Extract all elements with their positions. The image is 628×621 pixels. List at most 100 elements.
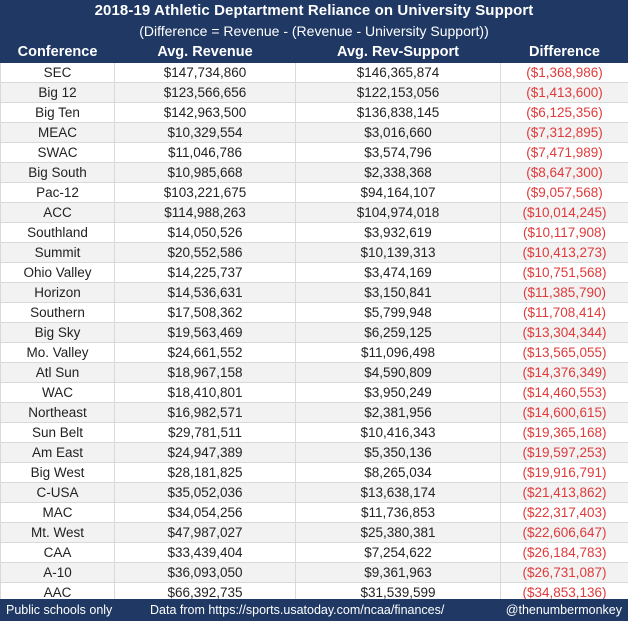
table-row: SEC $147,734,860 $146,365,874 ($1,368,986) [0,62,628,83]
cell-difference: ($22,606,647) [500,522,628,543]
cell-avg-rev-support: $136,838,145 [295,102,501,123]
table-row: Big 12 $123,566,656 $122,153,056 ($1,413,60… [0,82,628,103]
cell-conference: WAC [0,382,115,403]
cell-difference: ($10,413,273) [500,242,628,263]
table-title: 2018-19 Athletic Deptartment Reliance on… [0,0,628,21]
cell-avg-revenue: $24,947,389 [114,442,296,463]
cell-avg-rev-support: $8,265,034 [295,462,501,483]
cell-avg-revenue: $24,661,552 [114,342,296,363]
table-row: Southern $17,508,362 $5,799,948 ($11,708,41… [0,302,628,323]
cell-conference: Mt. West [0,522,115,543]
cell-avg-rev-support: $3,950,249 [295,382,501,403]
cell-avg-rev-support: $6,259,125 [295,322,501,343]
cell-avg-revenue: $33,439,404 [114,542,296,563]
cell-difference: ($11,385,790) [500,282,628,303]
cell-avg-rev-support: $3,474,169 [295,262,501,283]
cell-conference: Big Ten [0,102,115,123]
table-row: Northeast $16,982,571 $2,381,956 ($14,600,6… [0,402,628,423]
cell-avg-revenue: $28,181,825 [114,462,296,483]
cell-avg-rev-support: $4,590,809 [295,362,501,383]
table-row: Am East $24,947,389 $5,350,136 ($19,597,253… [0,442,628,463]
cell-avg-revenue: $18,967,158 [114,362,296,383]
table-row: Ohio Valley $14,225,737 $3,474,169 ($10,751… [0,262,628,283]
table-body: SEC $147,734,860 $146,365,874 ($1,368,986) B… [0,62,628,603]
cell-avg-revenue: $114,988,263 [114,202,296,223]
cell-avg-revenue: $14,225,737 [114,262,296,283]
cell-avg-rev-support: $2,381,956 [295,402,501,423]
cell-difference: ($6,125,356) [500,102,628,123]
cell-conference: MAC [0,502,115,523]
cell-avg-revenue: $10,329,554 [114,122,296,143]
table-row: Big Sky $19,563,469 $6,259,125 ($13,304,344… [0,322,628,343]
column-header-avg-revenue: Avg. Revenue [114,41,296,63]
cell-difference: ($19,597,253) [500,442,628,463]
cell-conference: Sun Belt [0,422,115,443]
cell-avg-revenue: $19,563,469 [114,322,296,343]
cell-avg-rev-support: $11,736,853 [295,502,501,523]
table-row: Sun Belt $29,781,511 $10,416,343 ($19,365,1… [0,422,628,443]
cell-conference: Am East [0,442,115,463]
cell-difference: ($11,708,414) [500,302,628,323]
cell-difference: ($14,460,553) [500,382,628,403]
cell-avg-revenue: $11,046,786 [114,142,296,163]
cell-avg-rev-support: $5,799,948 [295,302,501,323]
table-row: Atl Sun $18,967,158 $4,590,809 ($14,376,349… [0,362,628,383]
table-row: Mt. West $47,987,027 $25,380,381 ($22,606,6… [0,522,628,543]
footer-source: Data from https://sports.usatoday.com/nc… [150,603,445,617]
cell-conference: Southern [0,302,115,323]
cell-avg-rev-support: $25,380,381 [295,522,501,543]
cell-avg-revenue: $18,410,801 [114,382,296,403]
cell-avg-rev-support: $3,574,796 [295,142,501,163]
cell-avg-rev-support: $3,150,841 [295,282,501,303]
cell-conference: Southland [0,222,115,243]
table-row: Mo. Valley $24,661,552 $11,096,498 ($13,565… [0,342,628,363]
cell-difference: ($7,312,895) [500,122,628,143]
table-subtitle: (Difference = Revenue - (Revenue - Unive… [0,21,628,41]
table-row: Pac-12 $103,221,675 $94,164,107 ($9,057,568… [0,182,628,203]
cell-difference: ($10,014,245) [500,202,628,223]
footer-bar: Public schools only Data from https://sp… [0,599,628,621]
cell-avg-revenue: $14,536,631 [114,282,296,303]
table-row: Horizon $14,536,631 $3,150,841 ($11,385,790… [0,282,628,303]
cell-conference: SWAC [0,142,115,163]
cell-avg-revenue: $36,093,050 [114,562,296,583]
cell-conference: Big South [0,162,115,183]
table-row: SWAC $11,046,786 $3,574,796 ($7,471,989) [0,142,628,163]
cell-avg-revenue: $47,987,027 [114,522,296,543]
cell-difference: ($13,304,344) [500,322,628,343]
cell-avg-rev-support: $31,539,599 [295,582,501,603]
cell-conference: SEC [0,62,115,83]
cell-difference: ($13,565,055) [500,342,628,363]
table-row: C-USA $35,052,036 $13,638,174 ($21,413,862) [0,482,628,503]
footer-note: Public schools only [6,603,113,617]
table-row: Big South $10,985,668 $2,338,368 ($8,647,30… [0,162,628,183]
cell-conference: Mo. Valley [0,342,115,363]
cell-avg-revenue: $14,050,526 [114,222,296,243]
cell-difference: ($14,376,349) [500,362,628,383]
cell-conference: Ohio Valley [0,262,115,283]
cell-conference: Big West [0,462,115,483]
cell-avg-rev-support: $5,350,136 [295,442,501,463]
cell-avg-revenue: $10,985,668 [114,162,296,183]
cell-avg-revenue: $20,552,586 [114,242,296,263]
cell-avg-rev-support: $10,139,313 [295,242,501,263]
table-row: WAC $18,410,801 $3,950,249 ($14,460,553) [0,382,628,403]
cell-conference: Northeast [0,402,115,423]
cell-avg-revenue: $35,052,036 [114,482,296,503]
cell-avg-rev-support: $9,361,963 [295,562,501,583]
cell-difference: ($10,751,568) [500,262,628,283]
cell-conference: Summit [0,242,115,263]
cell-avg-revenue: $147,734,860 [114,62,296,83]
footer-handle: @thenumbermonkey [505,603,622,617]
cell-conference: Big 12 [0,82,115,103]
cell-avg-revenue: $103,221,675 [114,182,296,203]
cell-avg-rev-support: $7,254,622 [295,542,501,563]
cell-difference: ($1,413,600) [500,82,628,103]
header-row: Conference Avg. Revenue Avg. Rev-Support… [0,41,628,63]
cell-difference: ($8,647,300) [500,162,628,183]
cell-avg-rev-support: $10,416,343 [295,422,501,443]
cell-conference: Atl Sun [0,362,115,383]
cell-avg-revenue: $34,054,256 [114,502,296,523]
cell-difference: ($19,916,791) [500,462,628,483]
